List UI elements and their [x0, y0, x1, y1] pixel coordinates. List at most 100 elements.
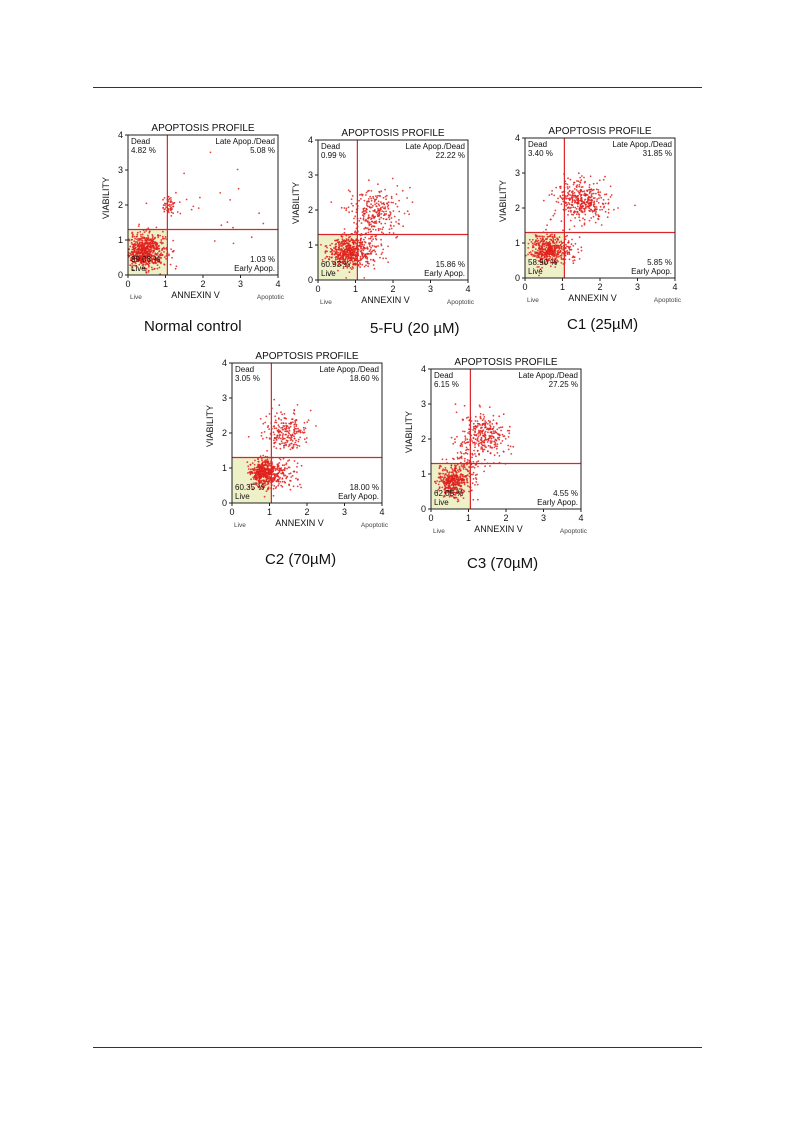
quadrant-late-label: Late Apop./Dead	[215, 137, 275, 146]
data-point	[385, 257, 387, 260]
data-point	[140, 244, 143, 246]
data-point	[334, 251, 337, 254]
data-point	[274, 469, 277, 472]
data-point	[168, 254, 170, 257]
data-point	[549, 250, 552, 253]
quadrant-late-label: Late Apop./Dead	[319, 365, 379, 374]
data-point	[577, 180, 580, 183]
data-point	[472, 437, 475, 439]
data-point	[358, 245, 361, 248]
data-point	[465, 441, 468, 444]
data-point	[130, 254, 132, 257]
data-point	[385, 218, 388, 221]
data-point	[599, 191, 602, 193]
data-point	[345, 234, 348, 237]
data-point	[583, 210, 586, 213]
data-point	[281, 464, 284, 467]
data-point	[595, 206, 598, 208]
data-point	[456, 457, 459, 460]
data-point	[452, 488, 455, 491]
data-point	[375, 253, 378, 256]
data-point	[290, 438, 293, 441]
quadrant-live-label: Live	[434, 498, 449, 507]
data-point	[263, 469, 266, 471]
data-point	[132, 258, 135, 261]
data-point	[560, 245, 563, 248]
data-point	[578, 184, 581, 186]
data-point	[150, 253, 153, 256]
data-point	[464, 452, 467, 454]
data-point	[275, 427, 278, 430]
x-tick-label: 3	[342, 507, 347, 517]
data-point	[337, 241, 339, 244]
data-point	[373, 220, 376, 223]
data-point	[452, 471, 454, 473]
data-point	[489, 465, 491, 467]
data-point	[267, 476, 269, 479]
data-point	[482, 448, 484, 451]
data-point	[555, 255, 558, 258]
data-point	[552, 255, 554, 257]
data-point	[164, 204, 166, 207]
data-point	[592, 182, 595, 185]
data-point	[494, 431, 497, 434]
data-point	[490, 437, 493, 440]
data-point	[447, 484, 450, 487]
data-point	[353, 250, 356, 253]
data-point	[331, 249, 334, 252]
data-point	[384, 222, 387, 225]
x-tick-label: 2	[304, 507, 309, 517]
data-point	[145, 271, 148, 273]
data-point	[586, 194, 589, 196]
data-point	[534, 234, 537, 236]
y-tick-label: 0	[515, 273, 520, 283]
data-point	[357, 249, 360, 251]
data-point	[232, 242, 235, 245]
data-point	[275, 439, 278, 441]
data-point	[483, 432, 486, 434]
x-tick-label: 2	[390, 284, 395, 294]
data-point	[296, 465, 298, 468]
data-point	[349, 267, 352, 269]
data-point	[396, 185, 399, 187]
data-point	[265, 415, 268, 418]
data-point	[284, 430, 286, 433]
data-point	[495, 447, 498, 450]
data-point	[459, 493, 461, 495]
data-point	[464, 442, 467, 445]
data-point	[321, 259, 324, 261]
data-point	[596, 182, 598, 185]
data-point	[274, 441, 277, 444]
data-point	[390, 201, 393, 204]
data-point	[257, 466, 260, 468]
data-point	[473, 466, 476, 469]
data-point	[551, 245, 554, 247]
data-point	[578, 236, 581, 239]
data-point	[263, 431, 266, 433]
data-point	[278, 436, 281, 438]
data-point	[372, 197, 375, 200]
data-point	[343, 231, 346, 234]
data-point	[278, 430, 281, 433]
data-point	[454, 491, 457, 494]
data-point	[538, 235, 540, 238]
data-point	[456, 452, 459, 454]
data-point	[183, 172, 185, 175]
data-point	[299, 436, 301, 439]
data-point	[385, 198, 387, 201]
data-point	[331, 242, 333, 245]
y-tick-label: 4	[308, 135, 313, 145]
data-point	[541, 235, 543, 238]
data-point	[450, 474, 453, 477]
data-point	[552, 249, 554, 251]
data-point	[354, 230, 357, 233]
data-point	[604, 210, 607, 213]
data-point	[134, 262, 137, 265]
data-point	[248, 485, 250, 488]
data-point	[352, 257, 355, 259]
x-tick-label: 1	[163, 279, 168, 289]
data-point	[396, 235, 399, 238]
data-point	[488, 428, 490, 431]
data-point	[288, 484, 291, 487]
data-point	[333, 250, 335, 252]
